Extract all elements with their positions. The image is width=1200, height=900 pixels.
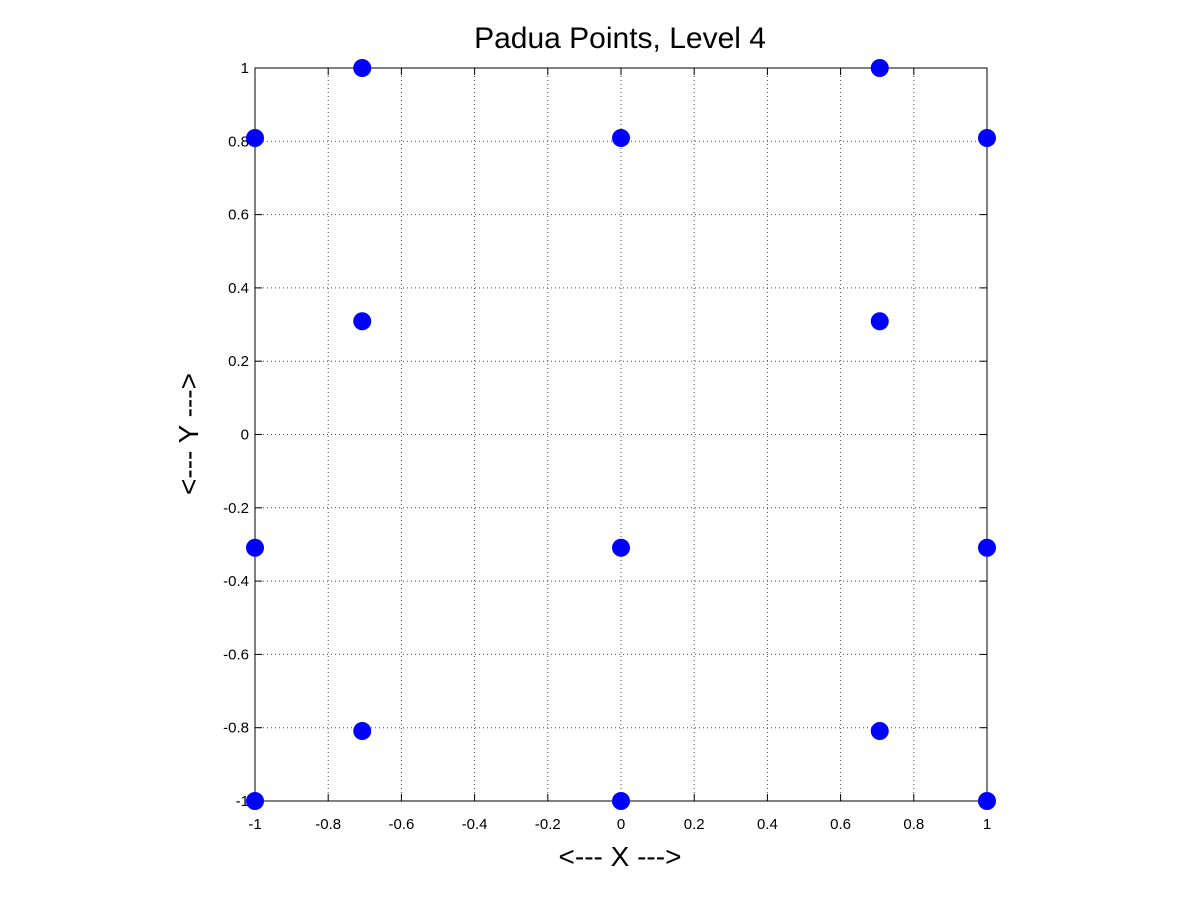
data-point: [246, 538, 264, 557]
data-point: [353, 312, 372, 331]
y-tick-label: -0.2: [223, 500, 249, 517]
y-tick-label: 0.4: [228, 280, 249, 297]
y-tick-label: 0.6: [228, 207, 249, 224]
x-axis-label: <--- X --->: [559, 841, 682, 872]
data-point: [870, 721, 889, 740]
y-tick-label: -0.8: [223, 720, 249, 737]
grid-lines: [255, 68, 987, 801]
data-point: [353, 59, 372, 77]
x-tick-label: 0.8: [903, 816, 924, 833]
data-point: [612, 538, 630, 557]
data-points: [246, 59, 996, 810]
y-tick-label: -0.4: [223, 573, 249, 590]
y-tick-label: -0.6: [223, 646, 249, 663]
y-tick-label: 0.8: [228, 133, 249, 150]
data-point: [246, 129, 264, 148]
x-tick-label: -1: [248, 816, 261, 833]
data-point: [870, 312, 889, 331]
x-tick-label: 0: [617, 816, 625, 833]
axis-ticks: [254, 67, 988, 802]
y-tick-label: 0.2: [228, 353, 249, 370]
y-tick-label: 1: [241, 60, 249, 77]
data-point: [978, 538, 996, 557]
data-point: [612, 129, 630, 148]
x-tick-label: -0.4: [462, 816, 488, 833]
x-tick-label: 0.4: [757, 816, 778, 833]
x-tick-label: 1: [983, 816, 991, 833]
y-tick-label: -1: [236, 793, 249, 810]
x-tick-label: -0.8: [315, 816, 341, 833]
data-point: [612, 792, 630, 810]
data-point: [246, 792, 264, 810]
data-point: [978, 792, 996, 810]
data-point: [353, 721, 372, 740]
x-tick-label: 0.2: [684, 816, 705, 833]
y-axis-label: <--- Y --->: [173, 373, 204, 495]
y-tick-label: 0: [241, 427, 249, 444]
plot-frame: [254, 67, 988, 802]
x-tick-label: -0.6: [388, 816, 414, 833]
x-tick-label: -0.2: [535, 816, 561, 833]
data-point: [978, 129, 996, 148]
tick-labels: -1 -0.8 -0.6 -0.4 -0.2 0 0.2 0.4 0.6 0.8 1 -1 -0.8 -0…: [223, 60, 991, 833]
data-point: [870, 59, 889, 77]
x-tick-label: 0.6: [830, 816, 851, 833]
chart-title: Padua Points, Level 4: [474, 22, 766, 55]
